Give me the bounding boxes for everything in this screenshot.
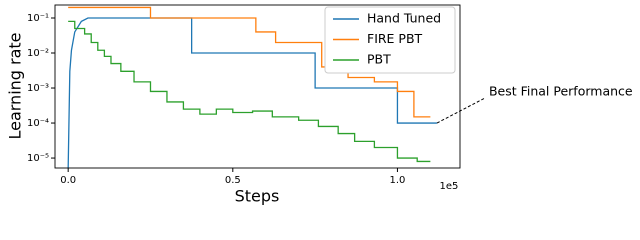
x-tick-label: 0.5 xyxy=(225,175,241,186)
annotation-text: Best Final Performance xyxy=(489,84,633,99)
annotation-line xyxy=(436,97,486,124)
legend-label: FIRE PBT xyxy=(367,31,423,46)
plot-frame xyxy=(54,4,461,169)
y-tick-label: 10⁻⁴ xyxy=(27,118,49,129)
y-tick-label: 10⁻⁵ xyxy=(27,153,49,164)
x-offset-label: 1e5 xyxy=(440,181,459,192)
x-axis-label: Steps xyxy=(235,187,280,206)
legend-box xyxy=(324,6,456,74)
legend-label: Hand Tuned xyxy=(367,11,441,26)
y-axis-label: Learning rate xyxy=(6,32,25,139)
chart: Steps Learning rate 1e5 0.0 0.5 1.0 10⁻⁵ 10⁻… xyxy=(6,4,633,206)
legend-label: PBT xyxy=(367,52,391,67)
x-tick-label: 0.0 xyxy=(60,175,76,186)
y-tick-label: 10⁻³ xyxy=(27,83,49,94)
y-tick-label: 10⁻² xyxy=(27,48,49,59)
series-line xyxy=(68,20,431,163)
y-tick-label: 10⁻¹ xyxy=(27,13,49,24)
x-tick-label: 1.0 xyxy=(389,175,405,186)
